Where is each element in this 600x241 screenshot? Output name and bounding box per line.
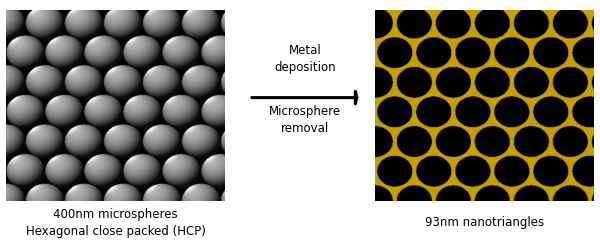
Text: 400nm microspheres
Hexagonal close packed (HCP): 400nm microspheres Hexagonal close packe…: [26, 208, 206, 238]
Text: Microsphere
removal: Microsphere removal: [269, 105, 341, 135]
Text: Metal
deposition: Metal deposition: [274, 44, 336, 74]
Text: 93nm nanotriangles: 93nm nanotriangles: [425, 216, 544, 229]
